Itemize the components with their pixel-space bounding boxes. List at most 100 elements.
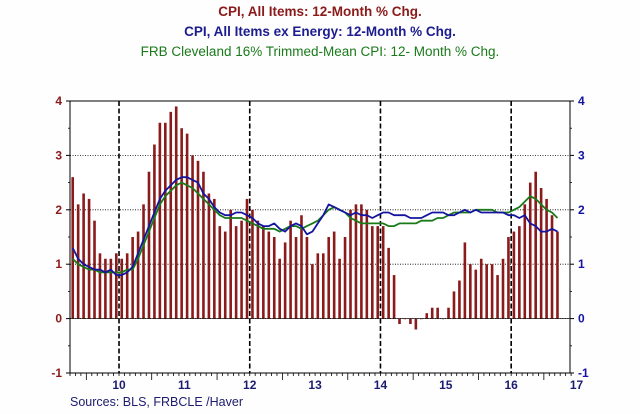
bar xyxy=(283,242,287,319)
bar xyxy=(114,253,118,319)
bar xyxy=(180,128,183,319)
bar xyxy=(147,171,151,319)
bar xyxy=(240,220,243,319)
bar xyxy=(76,204,80,319)
y-tick-label-left: 4 xyxy=(55,94,62,108)
bar xyxy=(229,209,232,319)
bar xyxy=(556,231,559,319)
y-tick-label-right: 3 xyxy=(578,148,585,162)
bar xyxy=(425,313,429,319)
bar xyxy=(251,209,254,319)
bar xyxy=(300,215,303,319)
bar xyxy=(278,258,281,319)
bar xyxy=(294,237,298,319)
y-tick-label-left: 1 xyxy=(55,257,62,271)
bar xyxy=(196,160,200,319)
bar xyxy=(343,237,347,319)
y-tick-label-left: -1 xyxy=(51,366,62,380)
bar xyxy=(447,307,450,319)
bar xyxy=(305,237,309,319)
bar xyxy=(360,204,363,319)
bar xyxy=(398,318,401,325)
bar xyxy=(420,318,423,320)
y-tick-label-left: 3 xyxy=(55,148,62,162)
bar xyxy=(311,264,314,319)
bar xyxy=(223,231,227,319)
bar xyxy=(463,242,467,319)
bar xyxy=(120,258,124,319)
bar xyxy=(316,253,320,319)
bar xyxy=(256,220,260,319)
bar xyxy=(131,237,134,319)
bar xyxy=(174,106,178,319)
bar xyxy=(338,258,341,319)
x-tick-label: 15 xyxy=(439,378,453,392)
bar xyxy=(501,258,505,319)
bar xyxy=(545,198,548,319)
bar xyxy=(479,258,483,319)
bar xyxy=(218,226,222,319)
bar xyxy=(349,209,352,319)
bar xyxy=(381,226,385,319)
bar xyxy=(496,275,499,319)
bar xyxy=(234,226,238,319)
bar xyxy=(332,231,336,319)
bar xyxy=(153,144,156,319)
bar xyxy=(469,264,472,319)
bar xyxy=(109,258,113,319)
bar xyxy=(430,307,434,319)
bar xyxy=(272,237,276,319)
source-note: Sources: BLS, FRBCLE /Haver xyxy=(70,395,243,409)
bar xyxy=(512,231,516,319)
bar xyxy=(321,253,325,319)
bar xyxy=(354,204,358,319)
bar xyxy=(441,318,445,320)
bar xyxy=(169,111,173,319)
bar xyxy=(191,155,194,319)
bar xyxy=(136,231,140,319)
bar xyxy=(392,275,396,319)
bar xyxy=(104,258,107,319)
x-tick-label: 12 xyxy=(243,378,257,392)
x-tick-label: 17 xyxy=(570,378,584,392)
bar xyxy=(474,269,478,319)
bar xyxy=(403,318,407,320)
bar xyxy=(87,198,91,319)
x-tick-label: 11 xyxy=(178,378,191,392)
bar xyxy=(414,318,418,330)
bar xyxy=(158,122,162,319)
y-tick-label-right: 0 xyxy=(578,312,585,326)
y-tick-label-right: 1 xyxy=(578,257,585,271)
bar xyxy=(452,291,456,319)
y-tick-label-right: 4 xyxy=(578,94,585,108)
bar xyxy=(409,318,412,325)
bar xyxy=(164,122,167,319)
y-tick-label-left: 2 xyxy=(55,203,62,217)
bar xyxy=(185,133,189,319)
bar xyxy=(518,226,521,319)
x-tick-label: 10 xyxy=(112,378,126,392)
bar xyxy=(289,220,292,319)
bar xyxy=(436,307,439,319)
bar xyxy=(71,177,75,319)
bar xyxy=(327,237,331,319)
bar xyxy=(98,253,102,319)
bar xyxy=(528,182,532,319)
bar xyxy=(539,188,543,319)
bar xyxy=(485,264,488,319)
bar xyxy=(490,264,494,319)
bar xyxy=(262,226,265,319)
bar xyxy=(376,226,380,319)
chart-subtitle-core: CPI, All Items ex Energy: 12-Month % Chg… xyxy=(184,24,456,39)
bar xyxy=(125,253,129,319)
bar xyxy=(507,237,510,319)
bar xyxy=(365,209,369,319)
bar xyxy=(534,171,537,319)
bar xyxy=(387,247,390,319)
x-tick-label: 13 xyxy=(308,378,322,392)
bar xyxy=(267,231,271,319)
bar xyxy=(245,198,249,319)
y-tick-label-right: 2 xyxy=(578,203,585,217)
bar xyxy=(207,193,211,319)
